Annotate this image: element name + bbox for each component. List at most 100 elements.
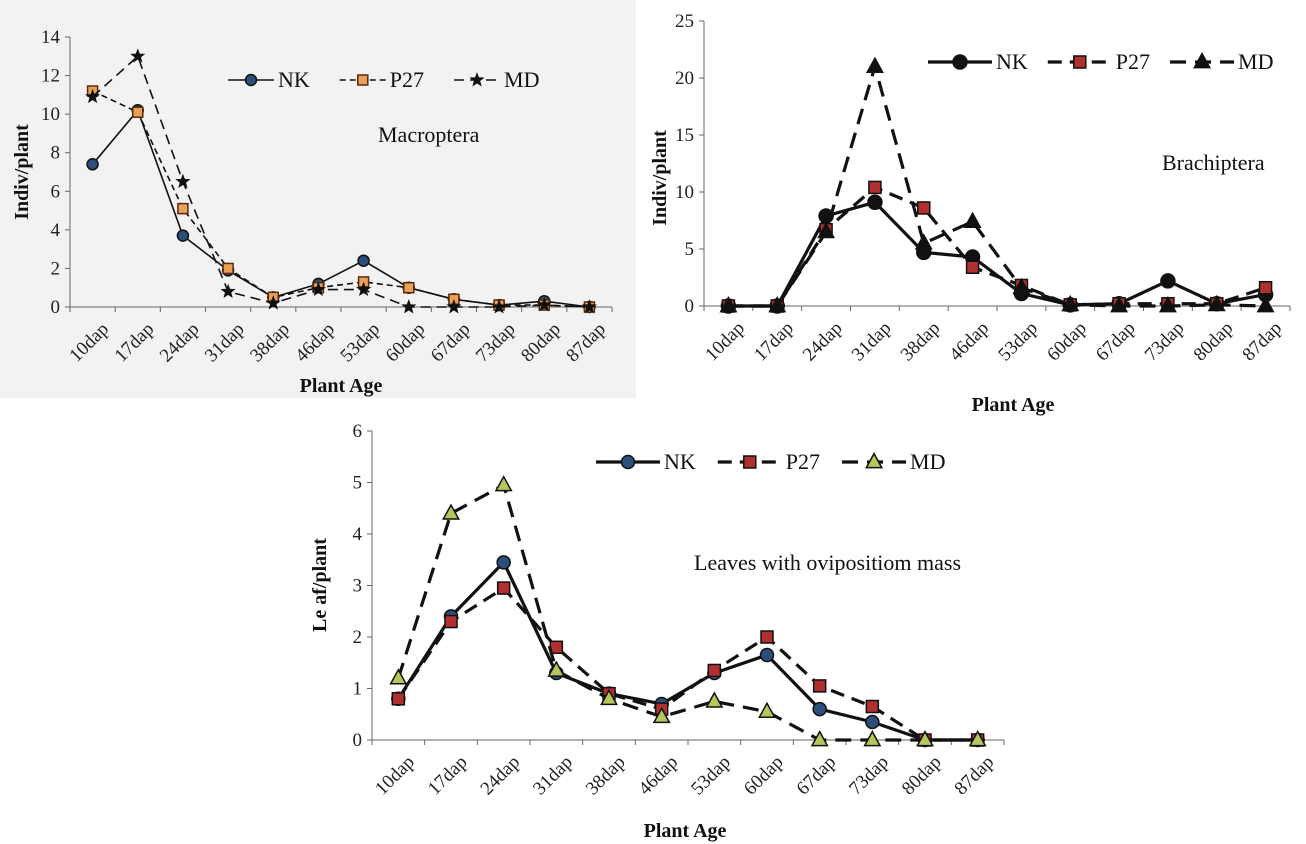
chart-panel-macroptera-background bbox=[0, 0, 636, 398]
data-point-p27 bbox=[177, 202, 189, 215]
data-point-md bbox=[758, 701, 776, 719]
x-tick-label: 73dap bbox=[1141, 318, 1189, 366]
y-tick-label: 3 bbox=[353, 576, 363, 597]
legend-label-p27: P27 bbox=[1116, 49, 1150, 74]
data-point-p27 bbox=[868, 180, 882, 195]
data-point-md bbox=[85, 88, 101, 104]
data-point-md bbox=[719, 296, 738, 313]
y-axis-label: Le af/plant bbox=[309, 538, 331, 632]
x-tick-label: 53dap bbox=[687, 752, 735, 800]
series-line-nk bbox=[396, 560, 978, 742]
legend-marker-nk bbox=[952, 54, 968, 70]
x-tick-label: 46dap bbox=[291, 319, 339, 367]
data-point-md bbox=[536, 297, 552, 312]
legend-marker-p27 bbox=[743, 455, 757, 469]
x-tick-label: 38dap bbox=[246, 319, 294, 367]
x-tick-label: 38dap bbox=[582, 752, 630, 800]
x-tick-label: 24dap bbox=[799, 318, 847, 366]
x-tick-label: 73dap bbox=[472, 319, 520, 367]
y-tick-label: 20 bbox=[675, 68, 694, 89]
y-tick-label: 10 bbox=[675, 182, 694, 203]
data-point-p27 bbox=[812, 679, 827, 693]
x-tick-label: 10dap bbox=[701, 318, 749, 366]
data-point-nk bbox=[812, 701, 827, 717]
x-tick-label: 53dap bbox=[994, 318, 1042, 366]
y-tick-label: 12 bbox=[41, 66, 60, 87]
data-point-md bbox=[130, 48, 146, 63]
x-tick-label: 80dap bbox=[517, 319, 565, 367]
x-tick-label: 73dap bbox=[845, 752, 893, 800]
data-point-md bbox=[968, 730, 987, 747]
data-point-nk bbox=[357, 254, 370, 267]
chart-brachiptera: 0 5 10 15 20 25 10dap 17dap 24dap 31dap 38dap 46dap… bbox=[649, 11, 1291, 416]
data-point-md bbox=[914, 233, 933, 250]
x-tick-label: 80dap bbox=[1190, 318, 1238, 366]
y-tick-label: 4 bbox=[51, 220, 61, 241]
x-tick-label: 67dap bbox=[793, 752, 841, 800]
data-point-p27 bbox=[132, 106, 144, 118]
x-tick-label: 17dap bbox=[424, 752, 472, 800]
data-point-md bbox=[1207, 294, 1226, 312]
x-tick-label: 38dap bbox=[897, 318, 945, 366]
data-point-md bbox=[916, 730, 934, 747]
data-point-md bbox=[768, 296, 787, 313]
y-tick-label: 25 bbox=[675, 11, 694, 32]
chart-annotation: Brachiptera bbox=[1162, 150, 1265, 175]
x-tick-label: 10dap bbox=[65, 319, 113, 367]
series-line-p27 bbox=[92, 90, 590, 308]
legend-label-nk: NK bbox=[664, 449, 696, 474]
data-point-md bbox=[356, 281, 372, 297]
y-tick-label: 6 bbox=[353, 421, 363, 442]
y-tick-label: 4 bbox=[353, 524, 363, 545]
data-point-nk bbox=[86, 158, 99, 171]
y-tick-label: 8 bbox=[51, 143, 61, 164]
data-point-md bbox=[401, 299, 417, 314]
series-line-md bbox=[92, 55, 590, 308]
data-point-md bbox=[865, 56, 884, 73]
data-point-p27 bbox=[222, 262, 234, 275]
y-tick-label: 2 bbox=[353, 627, 363, 648]
legend-label-md: MD bbox=[1238, 49, 1273, 74]
data-point-md bbox=[389, 668, 408, 685]
x-tick-label: 67dap bbox=[427, 319, 475, 367]
chart-leaves-oviposition: 0 1 2 3 4 5 6 10dap 17dap 24dap 31dap 38dap 46dap 53d… bbox=[309, 421, 1005, 842]
y-axis-label: Indiv/plant bbox=[649, 130, 671, 226]
data-point-p27 bbox=[444, 614, 458, 629]
data-point-md bbox=[1158, 296, 1177, 313]
series-line-md bbox=[728, 64, 1266, 308]
legend-marker-p27 bbox=[357, 74, 369, 86]
data-point-md bbox=[705, 691, 724, 708]
data-point-md bbox=[265, 295, 281, 310]
x-tick-label: 87dap bbox=[562, 319, 610, 367]
y-tick-label: 10 bbox=[41, 104, 60, 125]
data-point-p27 bbox=[707, 663, 722, 678]
legend-marker-md bbox=[469, 72, 485, 87]
data-point-nk bbox=[1160, 273, 1176, 289]
x-axis-label: Plant Age bbox=[972, 394, 1055, 416]
legend-label-nk: NK bbox=[996, 49, 1028, 74]
legend-marker-md bbox=[1193, 52, 1211, 69]
data-point-md bbox=[175, 173, 191, 189]
x-tick-label: 60dap bbox=[382, 319, 430, 367]
data-point-md bbox=[491, 299, 507, 314]
legend-marker-md bbox=[865, 452, 883, 469]
legend-marker-nk bbox=[244, 73, 258, 87]
chart-annotation: Leaves with ovipositiom mass bbox=[694, 550, 961, 575]
y-tick-label: 5 bbox=[353, 473, 363, 494]
chart-macroptera: 0 2 4 6 8 10 12 14 10dap17dap24dap31dap38dap46da… bbox=[11, 27, 613, 397]
x-tick-label: 31dap bbox=[529, 752, 577, 800]
x-tick-label: 60dap bbox=[740, 752, 788, 800]
x-tick-label: 24dap bbox=[477, 752, 525, 800]
legend-label-p27: P27 bbox=[390, 67, 424, 92]
legend-label-md: MD bbox=[504, 67, 539, 92]
x-tick-label: 53dap bbox=[336, 319, 384, 367]
data-point-md bbox=[652, 706, 671, 724]
legend-marker-p27 bbox=[1073, 55, 1087, 69]
data-point-nk bbox=[176, 229, 190, 242]
data-point-p27 bbox=[865, 699, 880, 714]
data-point-md bbox=[963, 211, 982, 228]
data-point-md bbox=[600, 688, 618, 706]
x-tick-label: 46dap bbox=[945, 318, 993, 366]
data-point-md bbox=[1061, 294, 1080, 312]
x-tick-label: 17dap bbox=[111, 319, 159, 367]
